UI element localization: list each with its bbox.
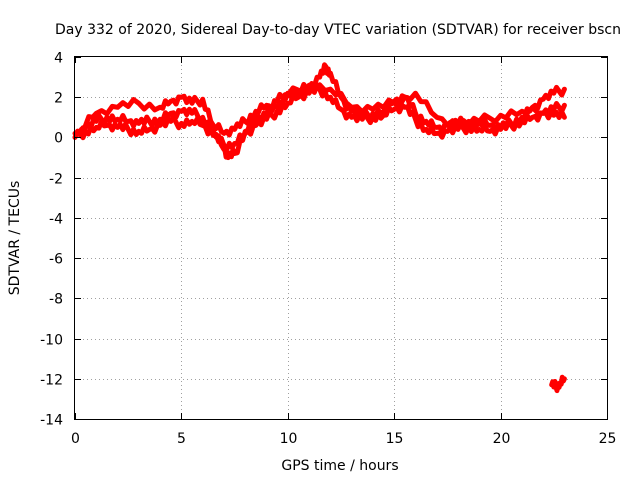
y-tick-label: 4 [54, 51, 63, 67]
grid-lines [75, 57, 607, 419]
series-arc-4 [549, 374, 567, 394]
y-tick-label: 0 [54, 131, 63, 147]
x-tick-label: 20 [493, 431, 511, 447]
x-tick-label: 10 [280, 431, 298, 447]
y-tick-label: -8 [49, 292, 63, 308]
series-arc-3 [78, 82, 567, 138]
y-tick-label: -6 [49, 252, 63, 268]
x-axis-label: GPS time / hours [281, 458, 398, 474]
series-arc-2 [72, 82, 567, 153]
y-tick-label: -14 [40, 413, 63, 429]
axis-ticks: 420-2-4-6-8-10-12-140 5 10 15 20 25 [40, 51, 616, 448]
chart-title: Day 332 of 2020, Sidereal Day-to-day VTE… [55, 22, 621, 38]
x-tick-label: 0 [71, 431, 80, 447]
y-tick-label: -4 [49, 212, 63, 228]
x-tick-label: 5 [177, 431, 186, 447]
y-tick-label: 2 [54, 91, 63, 107]
y-tick-label: -12 [40, 373, 63, 389]
x-tick-label: 25 [599, 431, 617, 447]
data-series [72, 62, 567, 394]
plot-frame [74, 56, 608, 420]
y-axis-label: SDTVAR / TECUs [7, 181, 23, 296]
y-tick-label: -2 [49, 172, 63, 188]
x-tick-label: 15 [386, 431, 404, 447]
y-tick-label: -10 [40, 333, 63, 349]
